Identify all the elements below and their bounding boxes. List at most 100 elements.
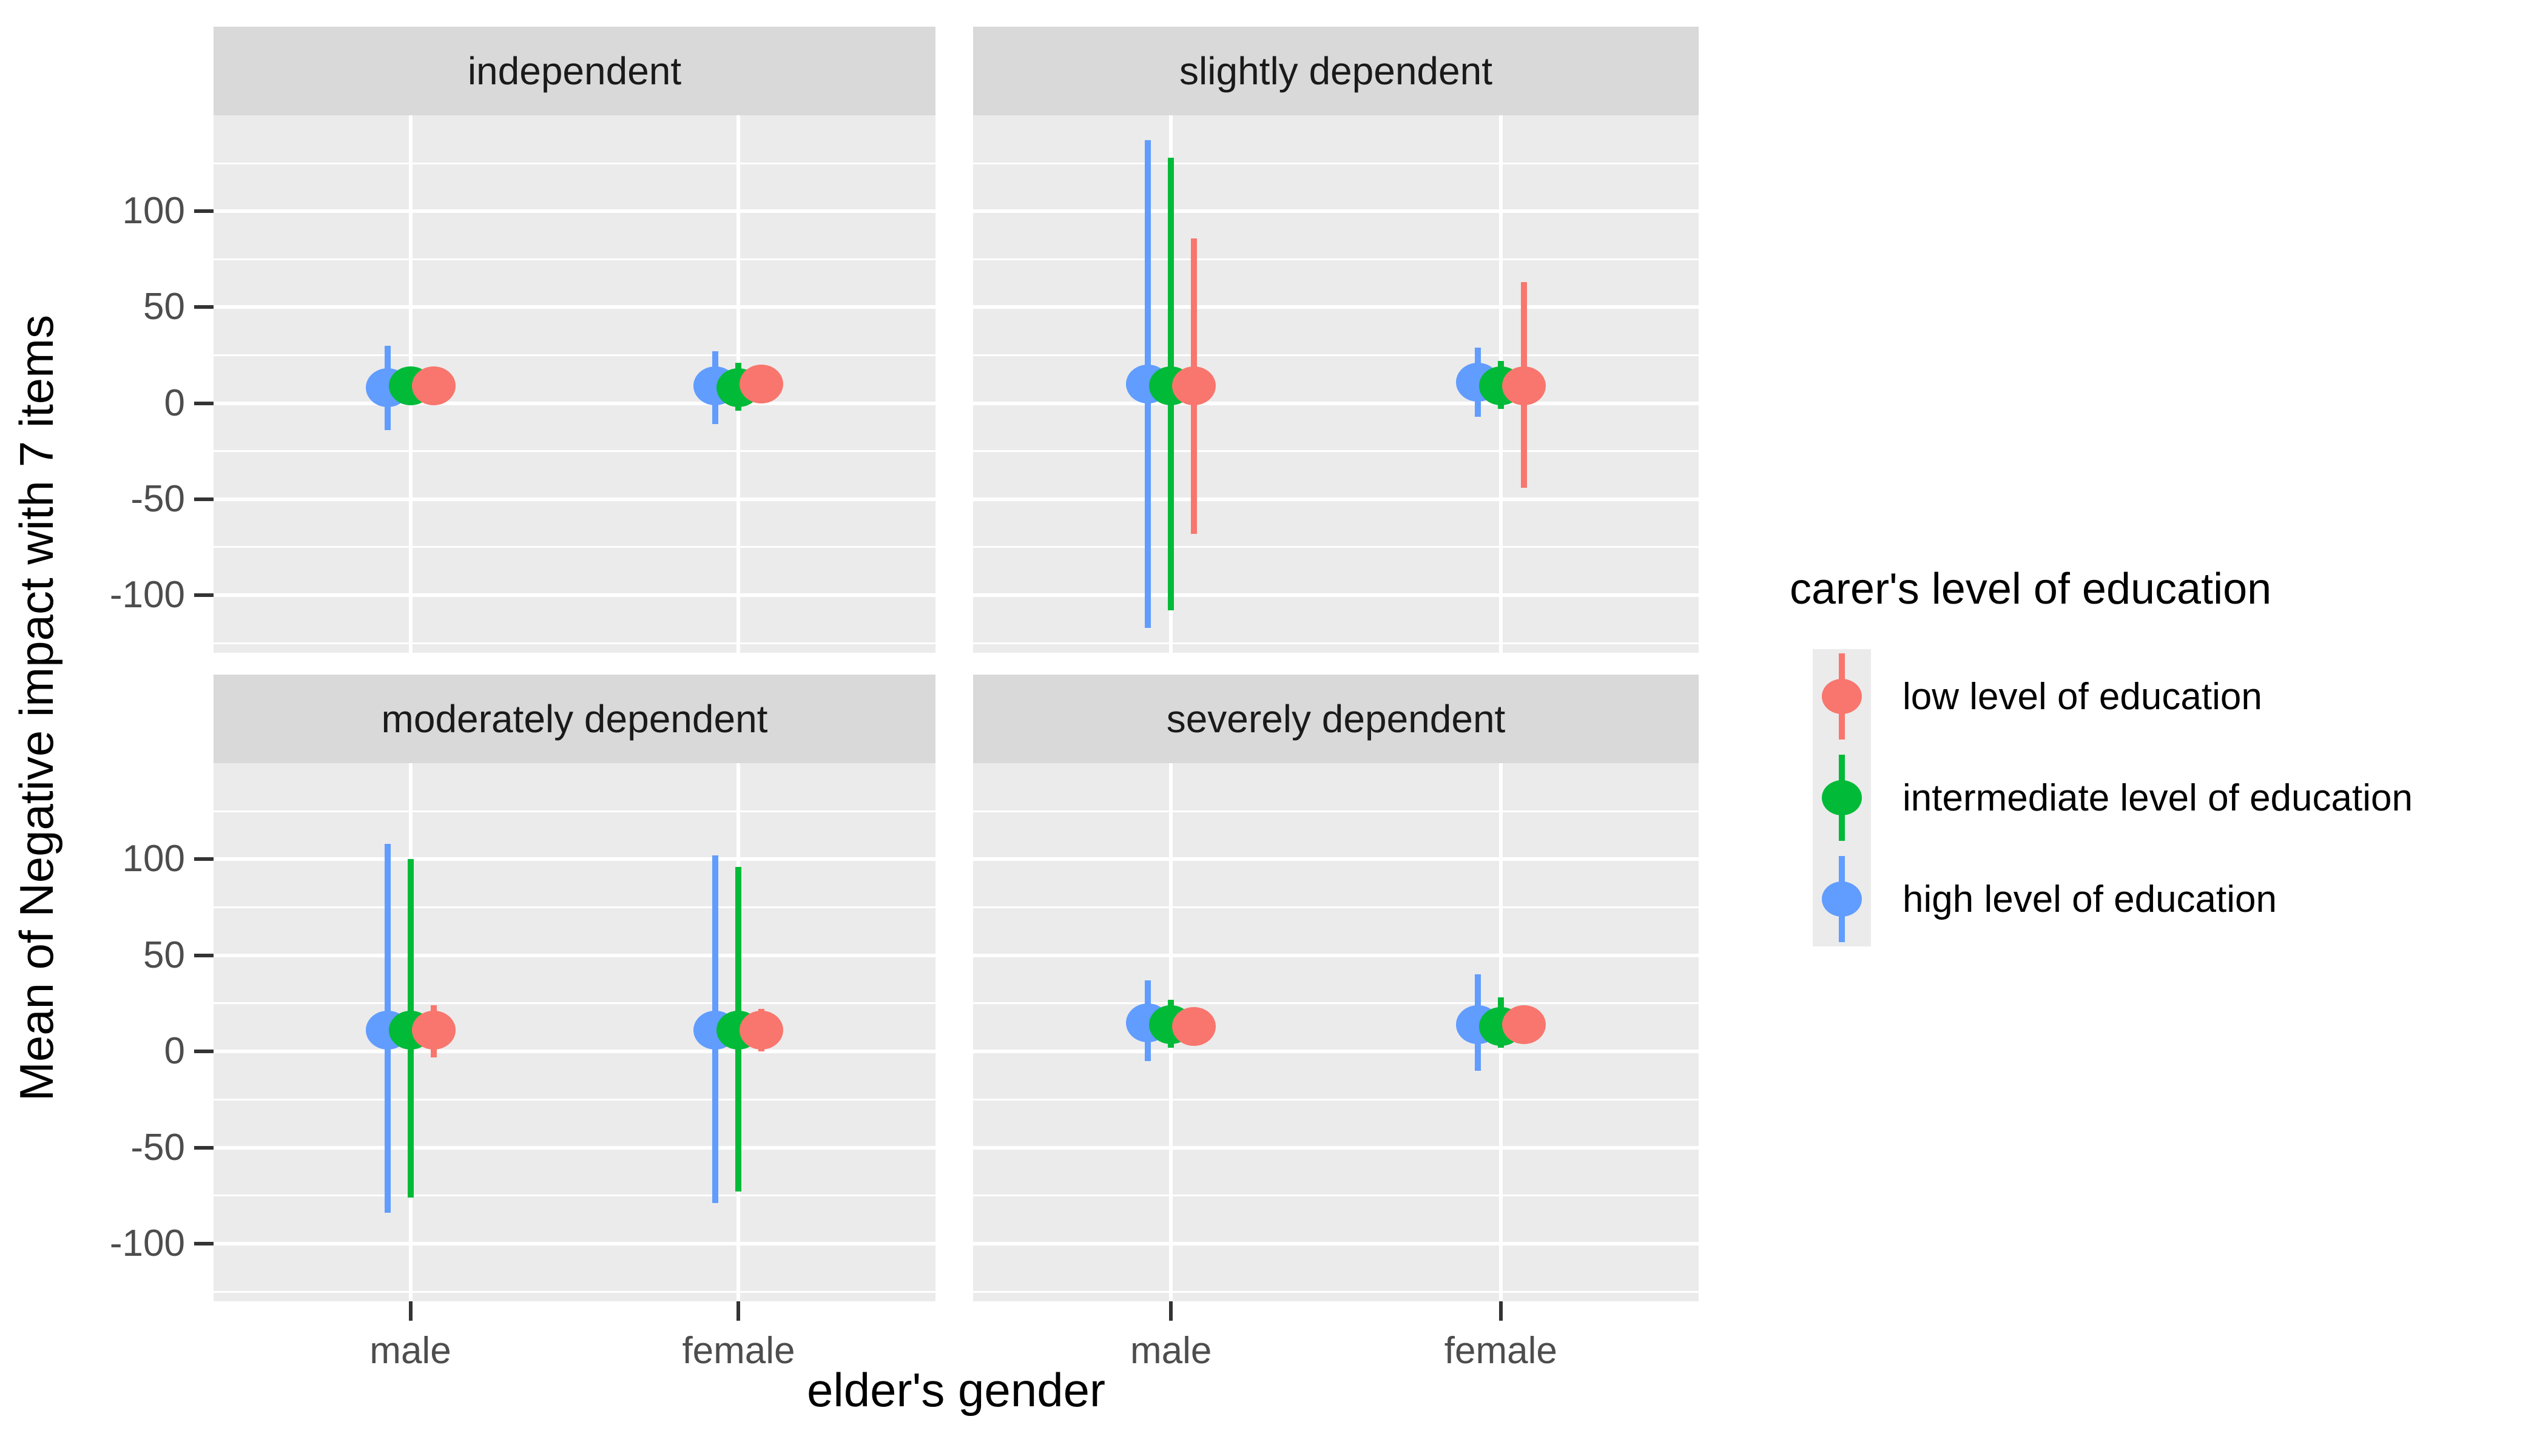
- x-tick-label: female: [1444, 1330, 1557, 1372]
- pointrange-moderately-dependent-male-low: [411, 1011, 456, 1050]
- pointrange-independent-female-low: [740, 365, 784, 403]
- minor-gridline: [973, 1195, 1699, 1197]
- pointrange-severely-dependent-male-low: [1172, 1006, 1216, 1046]
- x-axis-title-text: elder's gender: [807, 1363, 1105, 1417]
- x-tick-label: female: [682, 1330, 795, 1372]
- legend-item-high: high level of education: [1813, 854, 2277, 945]
- y-tick-label: 100: [122, 190, 185, 232]
- legend-item-intermediate: intermediate level of education: [1813, 752, 2413, 843]
- x-tick-label: male: [369, 1330, 451, 1372]
- minor-gridline: [973, 258, 1699, 260]
- major-gridline: [214, 593, 935, 598]
- major-gridline: [973, 1145, 1699, 1150]
- major-gridline: [973, 953, 1699, 957]
- minor-gridline: [973, 1098, 1699, 1100]
- major-gridline: [214, 1145, 935, 1150]
- minor-gridline: [973, 354, 1699, 357]
- panel-slightly-dependent: [973, 115, 1699, 653]
- panel-independent: [214, 115, 935, 653]
- facet-strip-moderately-dependent: moderately dependent: [214, 675, 935, 763]
- minor-gridline: [973, 450, 1699, 453]
- y-axis-tick: [194, 1050, 214, 1054]
- minor-gridline: [973, 162, 1699, 164]
- y-axis-tick: [194, 1241, 214, 1245]
- x-axis-title: elder's gender: [214, 1366, 1699, 1414]
- minor-gridline: [973, 642, 1699, 644]
- minor-gridline: [214, 546, 935, 548]
- major-gridline: [214, 953, 935, 957]
- minor-gridline: [973, 810, 1699, 812]
- pointrange-independent-male-low: [411, 366, 456, 406]
- pointrange-moderately-dependent-female-low: [740, 1011, 784, 1050]
- minor-gridline: [214, 1098, 935, 1100]
- legend-label-low: low level of education: [1903, 675, 2262, 718]
- pointrange-slightly-dependent-male-low: [1172, 366, 1216, 406]
- y-tick-label: 100: [122, 838, 185, 880]
- y-axis-tick: [194, 857, 214, 861]
- minor-gridline: [214, 162, 935, 164]
- y-axis-tick: [194, 593, 214, 598]
- minor-gridline: [214, 354, 935, 357]
- major-gridline: [973, 305, 1699, 309]
- panel-severely-dependent: [973, 763, 1699, 1301]
- major-gridline: [214, 857, 935, 861]
- major-gridline: [973, 1050, 1699, 1054]
- y-tick-label: -50: [130, 477, 185, 520]
- minor-gridline: [973, 906, 1699, 909]
- minor-gridline: [973, 1290, 1699, 1293]
- x-tick-label: male: [1130, 1330, 1212, 1372]
- facet-strip-independent: independent: [214, 27, 935, 115]
- y-tick-label: 50: [143, 934, 185, 976]
- pointrange-key-icon: [1813, 651, 1871, 742]
- major-gridline: [214, 497, 935, 501]
- facet-strip-label: independent: [467, 49, 682, 93]
- minor-gridline: [214, 810, 935, 812]
- y-tick-label: -100: [109, 574, 185, 616]
- legend-label-high: high level of education: [1903, 878, 2277, 920]
- minor-gridline: [973, 1002, 1699, 1005]
- facet-strip-slightly-dependent: slightly dependent: [973, 27, 1699, 115]
- major-gridline: [214, 1050, 935, 1054]
- major-gridline: [214, 209, 935, 214]
- minor-gridline: [214, 1195, 935, 1197]
- minor-gridline: [973, 546, 1699, 548]
- facet-strip-label: slightly dependent: [1179, 49, 1492, 93]
- y-tick-label: -50: [130, 1126, 185, 1168]
- major-gridline: [214, 1241, 935, 1245]
- y-axis-tick: [194, 401, 214, 405]
- major-gridline: [214, 401, 935, 405]
- panel-moderately-dependent: [214, 763, 935, 1301]
- minor-gridline: [214, 906, 935, 909]
- legend-title: carer's level of education: [1790, 565, 2272, 613]
- major-gridline: [214, 305, 935, 309]
- facet-strip-label: moderately dependent: [381, 697, 768, 741]
- legend: carer's level of education low level of …: [1790, 564, 2542, 946]
- y-tick-label: 0: [164, 1030, 185, 1073]
- x-axis-tick: [1169, 1301, 1173, 1321]
- major-gridline: [973, 857, 1699, 861]
- pointrange-slightly-dependent-female-low: [1502, 366, 1546, 406]
- x-axis-tick: [408, 1301, 413, 1321]
- major-gridline: [973, 209, 1699, 214]
- y-axis-title-text: Mean of Negative impact with 7 items: [10, 314, 63, 1102]
- y-axis-tick: [194, 1145, 214, 1150]
- major-gridline: [973, 1241, 1699, 1245]
- pointrange-severely-dependent-female-low: [1502, 1005, 1546, 1044]
- pointrange-key-icon: [1813, 854, 1871, 945]
- facet-strip-severely-dependent: severely dependent: [973, 675, 1699, 763]
- y-axis-tick: [194, 953, 214, 957]
- x-axis-tick: [1498, 1301, 1503, 1321]
- y-axis-tick: [194, 497, 214, 501]
- major-gridline: [973, 401, 1699, 405]
- legend-item-low: low level of education: [1813, 651, 2262, 742]
- y-tick-label: -100: [109, 1222, 185, 1264]
- minor-gridline: [214, 642, 935, 644]
- y-axis-tick: [194, 209, 214, 214]
- y-tick-label: 50: [143, 286, 185, 328]
- facet-strip-label: severely dependent: [1166, 697, 1506, 741]
- minor-gridline: [214, 258, 935, 260]
- major-gridline: [973, 497, 1699, 501]
- y-axis-tick: [194, 305, 214, 309]
- minor-gridline: [214, 450, 935, 453]
